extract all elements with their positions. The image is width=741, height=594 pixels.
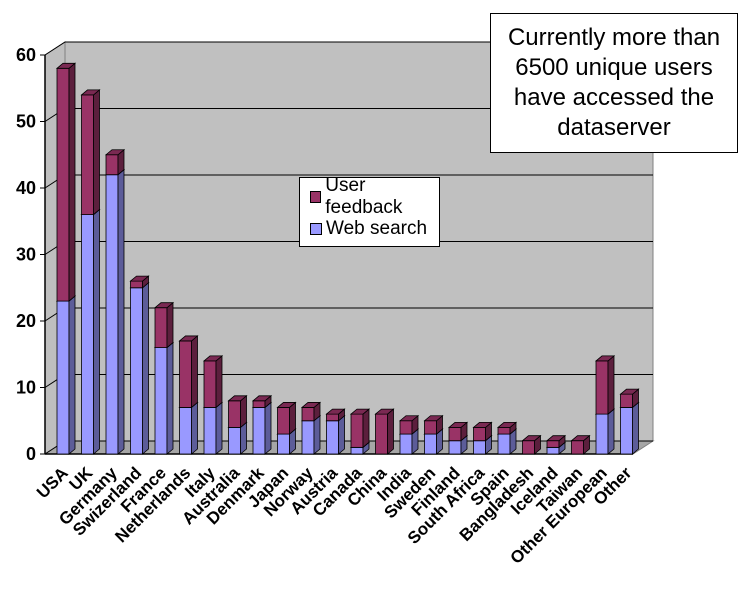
legend: User feedback Web search (299, 175, 440, 247)
bar-segment-user-feedback (227, 394, 248, 429)
bars (55, 62, 640, 455)
bar-segment-user-feedback (325, 408, 346, 422)
bar-segment-user-feedback (153, 301, 175, 349)
bar-segment-user-feedback (594, 355, 616, 415)
bar-segment-user-feedback (104, 148, 126, 176)
bar-segment-web-search (202, 401, 224, 455)
bar-segment-web-search (80, 208, 101, 455)
legend-swatch-user-feedback (310, 191, 322, 203)
bar-segment-user-feedback (251, 394, 273, 409)
y-tick-label: 10 (16, 378, 36, 398)
annotation-box: Currently more than 6500 unique users ha… (490, 13, 738, 153)
bar-segment-web-search (153, 341, 175, 455)
bar-segment-user-feedback (423, 414, 444, 435)
bar-segment-user-feedback (521, 434, 542, 455)
bar-segment-user-feedback (300, 401, 322, 422)
bar-segment-user-feedback (496, 421, 518, 435)
bar-segment-user-feedback (129, 275, 150, 289)
bar-segment-user-feedback (178, 335, 199, 409)
y-tick-label: 40 (16, 178, 36, 198)
bar-segment-web-search (619, 401, 640, 455)
legend-item-web-search: Web search (310, 217, 427, 241)
annotation-text: Currently more than 6500 unique users ha… (507, 24, 721, 141)
gridline (44, 41, 653, 56)
bar-segment-user-feedback (202, 355, 224, 409)
x-tick-label: USA (33, 463, 72, 502)
bar-segment-user-feedback (276, 401, 297, 435)
bar-segment-web-search (300, 414, 322, 455)
y-tick-label: 30 (16, 245, 36, 265)
bar-segment-user-feedback (80, 89, 101, 216)
bar-segment-user-feedback (619, 388, 640, 409)
bar-segment-web-search (55, 295, 77, 455)
y-tick-label: 50 (16, 112, 36, 132)
bar-segment-web-search (325, 414, 346, 455)
y-tick-labels: 0 10 20 30 40 50 60 (16, 45, 36, 464)
bar-segment-user-feedback (55, 62, 77, 302)
bar-segment-user-feedback (472, 421, 493, 442)
legend-label-user-feedback: User feedback (325, 175, 403, 218)
bar-segment-web-search (594, 408, 616, 455)
bar-segment-web-search (129, 281, 150, 455)
x-tick-labels: USAUKGermanySwizerlandFranceNetherlandsI… (33, 463, 636, 568)
y-tick-label: 20 (16, 311, 36, 331)
bar-segment-user-feedback (570, 434, 591, 455)
legend-label-web-search: Web search (326, 218, 428, 239)
bar-segment-user-feedback (349, 408, 371, 449)
y-tick-label: 60 (16, 45, 36, 65)
legend-swatch-web-search (310, 223, 322, 235)
bar-segment-user-feedback (374, 408, 395, 455)
bar-segment-web-search (178, 401, 199, 455)
bar-segment-user-feedback (545, 434, 567, 449)
bar-segment-user-feedback (398, 414, 420, 435)
bar-segment-web-search (251, 401, 273, 455)
bar-segment-user-feedback (447, 421, 469, 442)
bar-segment-web-search (104, 168, 126, 455)
y-tick-label: 0 (26, 444, 36, 464)
legend-item-user-feedback: User feedback (310, 175, 439, 218)
